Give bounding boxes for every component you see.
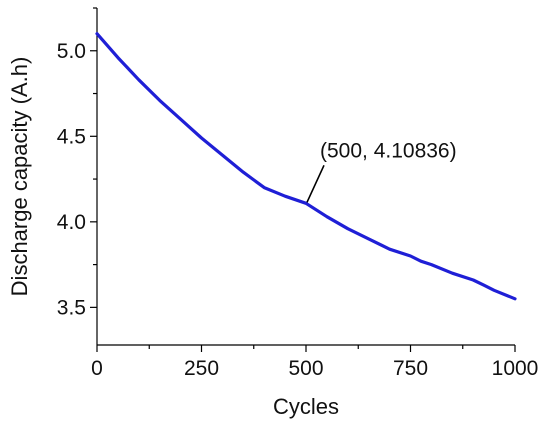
- x-tick-label: 500: [288, 357, 323, 380]
- y-tick-label: 3.5: [57, 296, 86, 319]
- x-tick-label: 750: [393, 357, 428, 380]
- x-tick-label: 1000: [492, 357, 539, 380]
- y-tick-label: 4.5: [57, 125, 86, 148]
- x-tick-label: 0: [91, 357, 103, 380]
- series-line: [95, 32, 517, 301]
- plot-area: 0 250 500 750 1000 3.5 4.0 4.5 5.0 Cycles Discharg…: [7, 7, 539, 419]
- annotation-label: (500, 4.10836): [320, 139, 457, 162]
- x-tick-label: 250: [184, 357, 219, 380]
- y-tick-label: 4.0: [57, 211, 86, 234]
- y-tick-label: 5.0: [57, 40, 86, 63]
- annotation-leader: [306, 164, 325, 203]
- y-axis-title: Discharge capacity (A.h): [7, 57, 32, 297]
- x-axis-title: Cycles: [273, 394, 339, 419]
